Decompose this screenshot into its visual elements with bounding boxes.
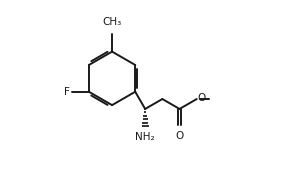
Text: O: O — [175, 130, 184, 141]
Text: O: O — [198, 93, 206, 103]
Text: CH₃: CH₃ — [103, 17, 122, 27]
Text: F: F — [64, 87, 70, 97]
Text: NH₂: NH₂ — [135, 132, 155, 142]
